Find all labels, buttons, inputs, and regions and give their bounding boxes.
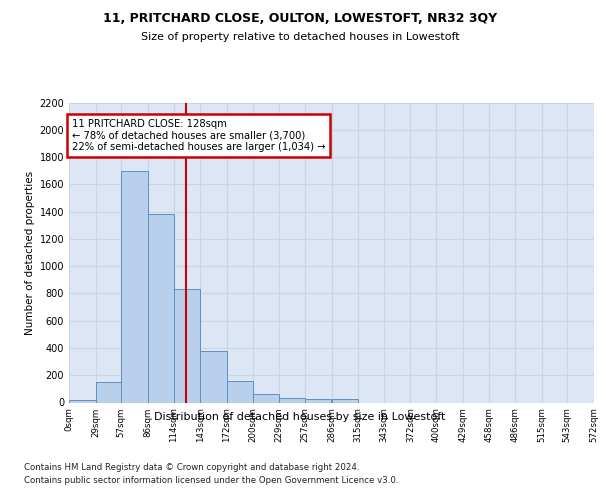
Text: Distribution of detached houses by size in Lowestoft: Distribution of detached houses by size … xyxy=(154,412,446,422)
Bar xyxy=(279,398,305,402)
Bar xyxy=(69,400,95,402)
Bar xyxy=(200,350,227,403)
Bar xyxy=(121,170,148,402)
Text: 11 PRITCHARD CLOSE: 128sqm
← 78% of detached houses are smaller (3,700)
22% of s: 11 PRITCHARD CLOSE: 128sqm ← 78% of deta… xyxy=(72,119,325,152)
Text: Contains public sector information licensed under the Open Government Licence v3: Contains public sector information licen… xyxy=(24,476,398,485)
Bar xyxy=(227,380,253,402)
Bar xyxy=(253,394,279,402)
Bar xyxy=(305,399,331,402)
Bar xyxy=(148,214,173,402)
Text: Size of property relative to detached houses in Lowestoft: Size of property relative to detached ho… xyxy=(140,32,460,42)
Bar xyxy=(95,382,121,402)
Text: Contains HM Land Registry data © Crown copyright and database right 2024.: Contains HM Land Registry data © Crown c… xyxy=(24,462,359,471)
Y-axis label: Number of detached properties: Number of detached properties xyxy=(25,170,35,334)
Bar xyxy=(331,399,358,402)
Bar xyxy=(173,290,200,403)
Text: 11, PRITCHARD CLOSE, OULTON, LOWESTOFT, NR32 3QY: 11, PRITCHARD CLOSE, OULTON, LOWESTOFT, … xyxy=(103,12,497,26)
